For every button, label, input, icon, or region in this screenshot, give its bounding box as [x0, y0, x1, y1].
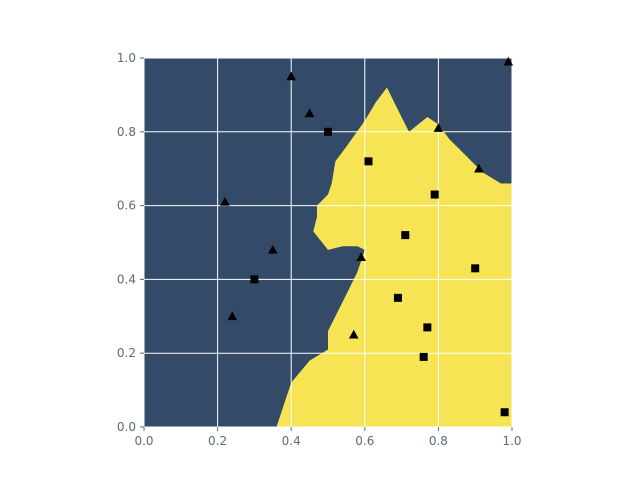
triangle-point: [268, 244, 278, 254]
triangle-point: [227, 311, 238, 321]
y-tick-label: 0.4: [117, 272, 136, 286]
y-tick-label: 0.0: [117, 420, 136, 434]
triangle-point: [474, 163, 484, 173]
triangle-point: [356, 252, 366, 262]
triangle-point: [503, 56, 514, 66]
square-point: [324, 127, 332, 136]
x-tick-label: 0.4: [282, 434, 301, 448]
x-tick-label: 1.0: [502, 434, 521, 448]
y-tick-label: 0.6: [117, 199, 136, 213]
square-point: [423, 323, 432, 332]
triangle-point: [220, 196, 230, 206]
square-point: [393, 293, 402, 302]
square-point: [250, 275, 259, 284]
x-tick-label: 0.6: [355, 434, 374, 448]
x-tick-label: 0.8: [429, 434, 448, 448]
square-point: [430, 190, 439, 199]
square-point: [500, 408, 509, 417]
triangle-point: [433, 123, 444, 132]
x-tick-label: 0.2: [208, 434, 227, 448]
square-point: [401, 231, 410, 240]
y-tick-label: 1.0: [117, 51, 136, 65]
triangle-point: [304, 108, 315, 118]
square-point: [364, 157, 373, 166]
decision-region: [276, 87, 512, 427]
triangle-point: [348, 329, 359, 339]
x-tick-label: 0.0: [134, 434, 153, 448]
square-point: [471, 264, 480, 273]
y-tick-label: 0.8: [117, 125, 136, 139]
square-point: [419, 352, 428, 361]
y-tick-label: 0.2: [117, 346, 136, 360]
triangle-point: [286, 71, 296, 81]
